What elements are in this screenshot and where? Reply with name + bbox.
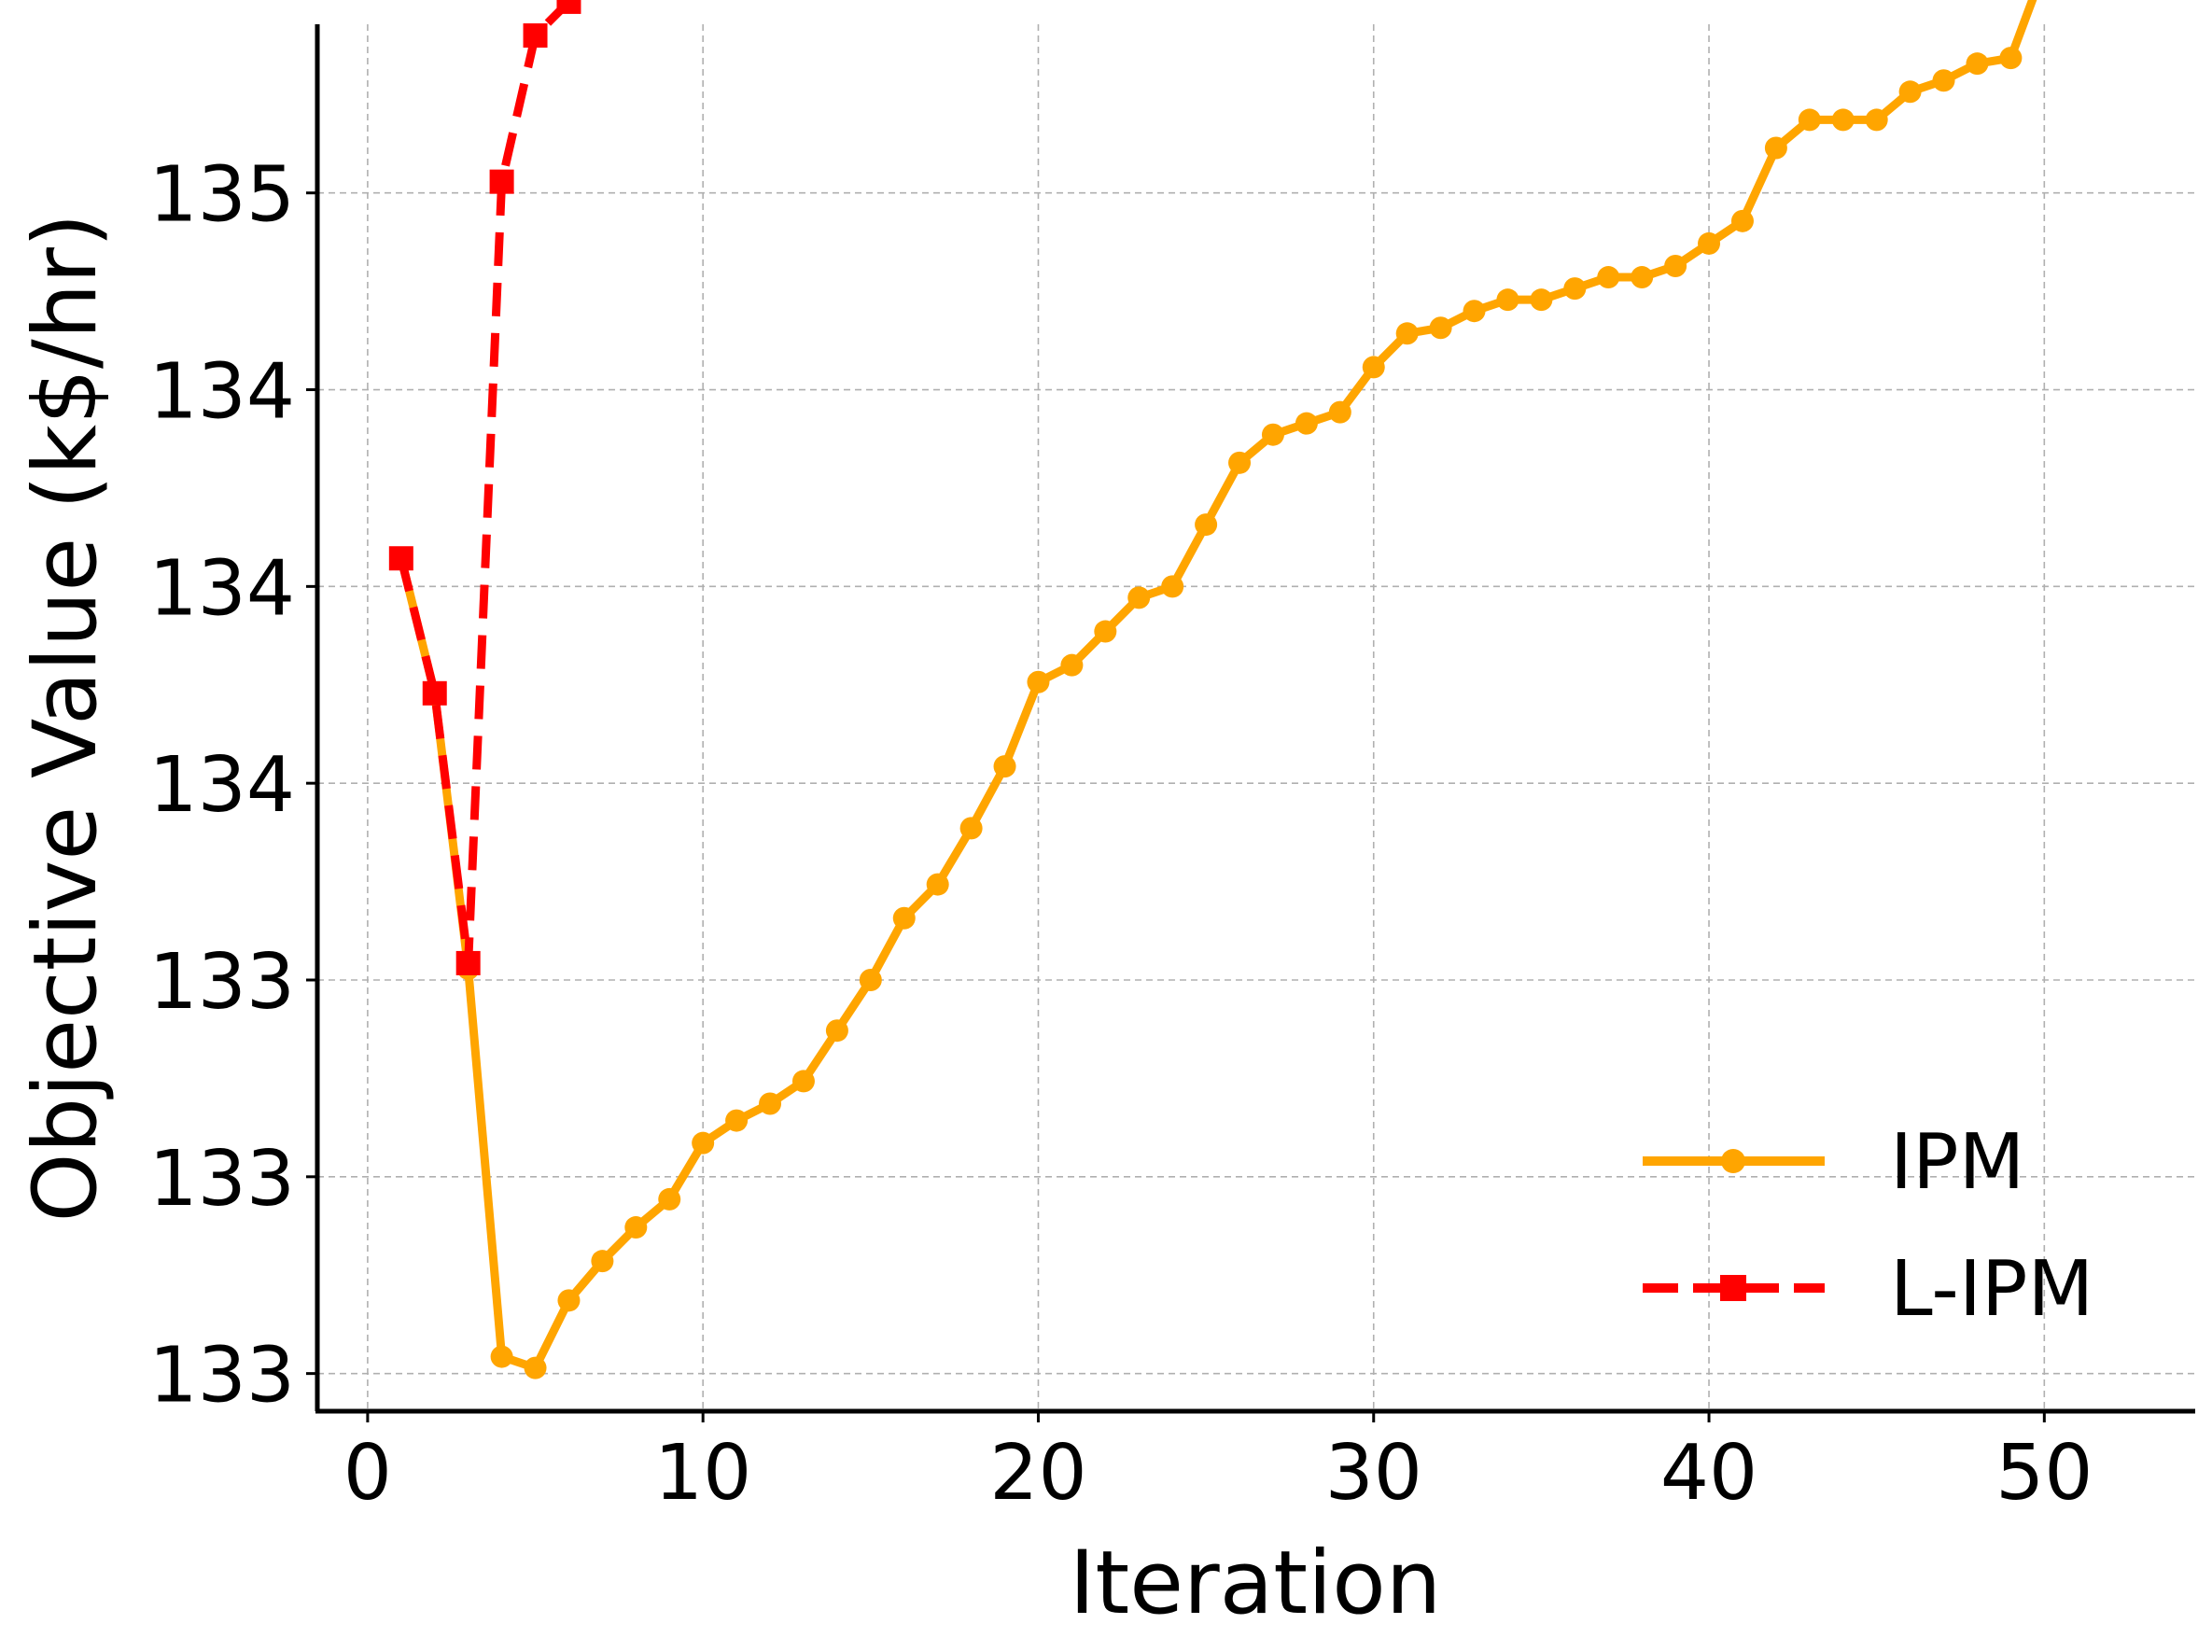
data-point-ipm [892, 906, 916, 930]
data-point-ipm [1798, 108, 1821, 132]
data-point-ipm [1496, 288, 1519, 312]
y-axis-title: Objective Value (k$/hr) [15, 213, 117, 1222]
legend-marker-l-ipm [1720, 1275, 1746, 1301]
series-line-l-ipm [397, 0, 577, 968]
data-point-ipm [1228, 451, 1252, 474]
legend-item-ipm: IPM [1643, 1118, 2024, 1207]
data-point-ipm [759, 1092, 782, 1115]
data-point-l-ipm [556, 0, 581, 14]
data-point-l-ipm [489, 169, 514, 194]
data-point-ipm [1730, 209, 1754, 232]
axes [315, 24, 2195, 1414]
data-point-l-ipm [455, 950, 481, 975]
legend-item-l-ipm: L-IPM [1643, 1245, 2093, 1334]
data-point-ipm [1463, 300, 1486, 323]
data-point-ipm [1395, 322, 1419, 345]
x-tick-label: 50 [1995, 1429, 2093, 1518]
y-tick-label: 134 [148, 348, 295, 437]
y-tick-label: 134 [148, 741, 295, 830]
x-tick-label: 40 [1660, 1429, 1757, 1518]
data-point-ipm [557, 1289, 581, 1312]
x-ticks: 0 10 20 30 40 50 [343, 1411, 2093, 1518]
data-point-ipm [1195, 513, 1218, 537]
data-point-l-ipm [523, 23, 548, 49]
data-point-ipm [993, 755, 1016, 778]
data-point-ipm [1764, 136, 1787, 160]
data-point-ipm [1094, 620, 1117, 643]
data-point-ipm [1060, 653, 1084, 677]
data-point-ipm [926, 873, 949, 896]
data-point-ipm [791, 1070, 815, 1093]
x-tick-label: 30 [1325, 1429, 1422, 1518]
legend-label-ipm: IPM [1890, 1118, 2024, 1207]
y-tick-label: 133 [148, 1332, 295, 1421]
y-tick-label: 133 [148, 938, 295, 1027]
data-point-ipm [1698, 231, 1721, 255]
data-point-ipm [1127, 586, 1151, 609]
data-point-ipm [1362, 356, 1385, 379]
series-line-ipm [397, 0, 2037, 1373]
data-point-ipm [1597, 266, 1620, 289]
grid [317, 24, 2195, 1411]
data-point-ipm [1831, 108, 1855, 132]
data-point-ipm [1429, 316, 1452, 340]
series-layer [388, 0, 2037, 1379]
data-point-ipm [725, 1109, 749, 1132]
data-point-ipm [591, 1250, 614, 1273]
legend-marker-ipm [1721, 1149, 1745, 1173]
data-point-ipm [1966, 52, 1989, 76]
data-point-ipm [490, 1345, 513, 1368]
x-tick-label: 10 [654, 1429, 751, 1518]
data-point-ipm [624, 1216, 648, 1239]
data-point-ipm [1328, 400, 1351, 424]
data-point-ipm [1027, 670, 1050, 693]
data-point-ipm [1999, 47, 2023, 70]
x-axis-title: Iteration [1070, 1533, 1442, 1634]
y-tick-label: 135 [148, 151, 295, 240]
data-point-ipm [1295, 412, 1318, 435]
data-point-l-ipm [422, 680, 447, 706]
legend-label-l-ipm: L-IPM [1890, 1245, 2093, 1334]
x-tick-label: 20 [989, 1429, 1086, 1518]
data-point-ipm [658, 1187, 681, 1211]
data-point-ipm [1631, 266, 1654, 289]
data-point-ipm [1161, 575, 1184, 598]
data-point-ipm [1261, 423, 1284, 446]
y-ticks: 133 133 133 134 134 134 135 [148, 151, 317, 1421]
data-point-ipm [1530, 288, 1553, 312]
series-l-ipm [388, 0, 581, 975]
data-point-ipm [825, 1019, 848, 1043]
x-tick-label: 0 [343, 1429, 392, 1518]
data-point-ipm [959, 817, 983, 840]
data-point-ipm [1563, 277, 1587, 301]
data-point-ipm [859, 968, 882, 991]
series-ipm [389, 0, 2037, 1379]
data-point-ipm [1932, 69, 1955, 92]
data-point-ipm [524, 1356, 547, 1379]
legend: IPM L-IPM [1643, 1118, 2093, 1334]
y-tick-label: 133 [148, 1135, 295, 1224]
data-point-ipm [692, 1131, 715, 1155]
data-point-ipm [1664, 255, 1687, 278]
y-tick-label: 134 [148, 544, 295, 633]
data-point-ipm [1865, 108, 1888, 132]
data-point-ipm [1898, 80, 1922, 104]
data-point-l-ipm [388, 546, 413, 571]
